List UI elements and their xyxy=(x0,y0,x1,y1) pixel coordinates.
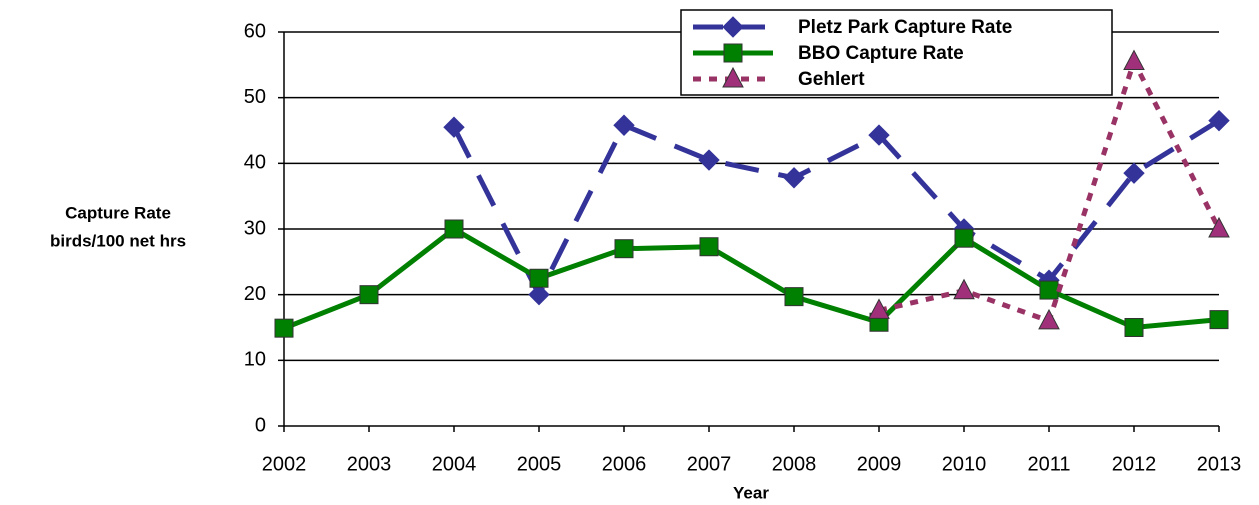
marker xyxy=(698,149,720,171)
marker xyxy=(699,237,719,257)
x-tick-label: 2010 xyxy=(942,453,987,475)
marker xyxy=(443,116,465,138)
marker xyxy=(359,285,379,305)
marker xyxy=(784,287,804,307)
marker xyxy=(1208,109,1230,132)
marker xyxy=(1124,318,1144,337)
marker xyxy=(1123,162,1145,184)
marker xyxy=(1209,310,1229,330)
x-tick-label: 2009 xyxy=(857,453,902,475)
marker xyxy=(953,278,975,300)
y-tick-label: 40 xyxy=(244,152,266,174)
marker xyxy=(954,228,974,248)
y-axis-label: birds/100 net hrs xyxy=(50,231,186,250)
marker xyxy=(528,283,550,306)
marker xyxy=(1123,49,1145,71)
series-line xyxy=(283,225,1220,331)
marker xyxy=(722,16,744,38)
y-axis-label: Capture Rate xyxy=(65,203,171,222)
x-tick-label: 2007 xyxy=(687,453,732,475)
marker xyxy=(613,114,635,136)
marker xyxy=(868,124,890,146)
marker xyxy=(868,298,890,319)
y-tick-label: 50 xyxy=(244,86,266,108)
x-tick-label: 2003 xyxy=(347,453,392,475)
x-tick-label: 2006 xyxy=(602,453,647,475)
x-tick-label: 2004 xyxy=(432,453,477,475)
x-tick-label: 2002 xyxy=(262,453,307,475)
marker xyxy=(1039,280,1059,300)
y-tick-label: 60 xyxy=(244,20,266,42)
marker xyxy=(614,239,634,259)
legend-label: Pletz Park Capture Rate xyxy=(798,17,1012,38)
y-tick-label: 20 xyxy=(244,283,266,305)
legend-label: BBO Capture Rate xyxy=(798,43,964,64)
x-tick-label: 2008 xyxy=(772,453,817,475)
marker xyxy=(1038,308,1060,330)
marker xyxy=(1208,216,1230,238)
marker xyxy=(274,318,294,338)
x-tick-label: 2005 xyxy=(517,453,562,475)
x-tick-label: 2011 xyxy=(1027,453,1070,475)
y-tick-label: 30 xyxy=(244,217,266,239)
series-line xyxy=(451,118,1221,301)
legend-label: Gehlert xyxy=(798,69,865,90)
marker xyxy=(783,167,805,189)
marker xyxy=(444,219,464,239)
x-tick-label: 2013 xyxy=(1197,453,1242,475)
y-tick-label: 10 xyxy=(244,349,266,371)
legend: Pletz Park Capture Rate BBO Capture Rate G… xyxy=(680,9,1113,96)
y-tick-label: 0 xyxy=(255,414,266,436)
marker xyxy=(723,43,743,63)
x-axis-label: Year xyxy=(733,483,769,502)
marker xyxy=(722,66,744,88)
marker xyxy=(529,268,549,288)
x-tick-label: 2012 xyxy=(1112,453,1157,475)
